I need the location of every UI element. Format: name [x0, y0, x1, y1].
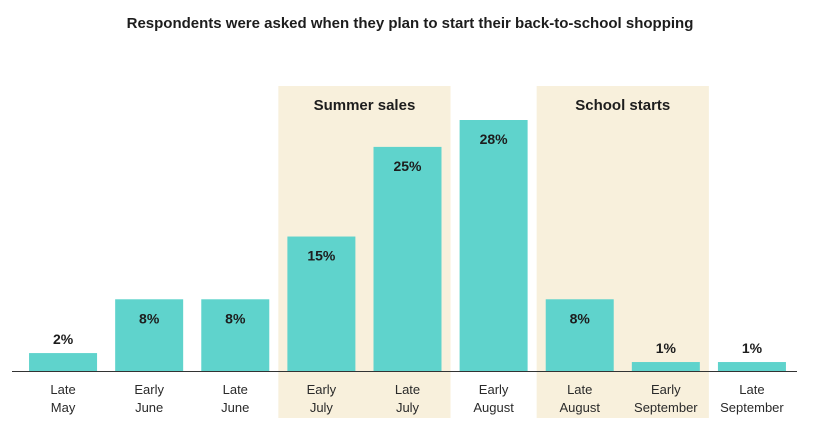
- bar-3: [201, 299, 270, 371]
- bar-value-label-6: 28%: [480, 131, 509, 147]
- bar-value-label-7: 8%: [570, 310, 591, 326]
- bar-2: [115, 299, 184, 371]
- x-axis-tick-labels: Late May Early June Late June Early July Late Jul…: [50, 382, 784, 415]
- x-tick-label-5: Late July: [395, 382, 420, 415]
- x-tick-label-6: Early August: [473, 382, 514, 415]
- x-tick-label-9: Late September: [720, 382, 784, 415]
- x-tick-label-8: Early September: [634, 382, 698, 415]
- bars: 2% 8% 8% 15% 25% 28% 8% 1% 1%: [29, 120, 786, 371]
- bar-6: [459, 120, 528, 371]
- bar-1: [29, 353, 98, 371]
- x-tick-label-4: Early July: [307, 382, 337, 415]
- bar-value-label-4: 15%: [307, 248, 336, 264]
- bar-value-label-1: 2%: [53, 331, 74, 347]
- bar-value-label-8: 1%: [656, 340, 677, 356]
- bar-value-label-5: 25%: [393, 158, 422, 174]
- bar-9: [717, 362, 786, 371]
- bar-value-label-2: 8%: [139, 310, 160, 326]
- x-tick-label-7: Late August: [559, 382, 600, 415]
- bar-value-label-9: 1%: [742, 340, 763, 356]
- bar-7: [545, 299, 614, 371]
- bar-4: [287, 236, 356, 371]
- bar-5: [373, 146, 442, 371]
- bar-8: [631, 362, 700, 371]
- chart-title: Respondents were asked when they plan to…: [126, 15, 694, 32]
- bar-value-label-3: 8%: [225, 310, 246, 326]
- highlight-band-label-1: Summer sales: [314, 97, 416, 114]
- highlight-band-label-2: School starts: [575, 97, 670, 114]
- x-tick-label-2: Early June: [134, 382, 164, 415]
- x-tick-label-3: Late June: [221, 382, 249, 415]
- x-tick-label-1: Late May: [50, 382, 75, 415]
